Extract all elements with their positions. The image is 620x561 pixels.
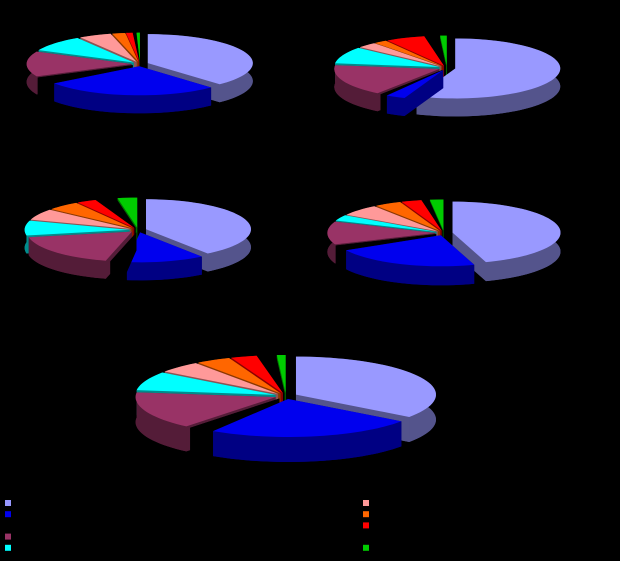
slice-top [422,199,443,231]
slice-top [426,35,446,66]
slice-side [335,245,342,268]
slice-top [136,372,276,395]
pie-slice [213,398,402,462]
legend-swatch [363,544,369,551]
slice-top [295,356,436,417]
slice-top [452,201,561,263]
slice-side [334,65,378,112]
legend-swatch [363,522,369,529]
slice-top [145,199,251,254]
slice-side [54,83,212,114]
slice-top [135,392,276,427]
slice-top [26,51,132,77]
slice-top [416,38,561,99]
legend-swatch [5,500,11,506]
slice-top [97,198,136,228]
slice-top [28,231,132,261]
slice-top [38,37,134,63]
slice-top [346,206,438,232]
slice-side [386,95,405,117]
pie-chart [327,199,561,286]
pie-slice [386,70,444,117]
slice-top [164,363,279,394]
slice-side [213,421,402,462]
legend-swatch [5,533,11,540]
pie-slice [416,38,561,117]
slice-top [136,32,140,62]
slice-side [37,77,48,101]
slice-top [213,398,402,437]
slice-top [276,354,286,393]
pie-slice [452,201,561,282]
pie-chart [24,197,251,281]
slice-side [380,94,387,114]
slice-top [386,70,444,99]
slice-top [110,232,137,263]
slice-top [126,32,140,62]
slice-top [387,36,444,66]
slice-top [80,33,137,62]
pie-slice [147,34,253,103]
slice-top [360,43,442,67]
slice-top [51,202,133,229]
slice-side [126,256,202,281]
pie-slice [110,232,137,281]
pie-chart [135,354,436,462]
pie-slice [346,235,475,286]
slice-top [401,200,442,231]
legend-swatch [5,522,11,529]
slice-side [28,237,106,279]
slice-top [334,65,440,94]
slice-top [376,202,440,231]
legend-swatch [363,533,369,540]
slice-top [380,69,443,96]
slice-side [346,250,475,286]
slice-top [77,199,135,228]
slice-top [335,47,440,68]
slice-top [126,232,202,263]
slice-wall [452,232,486,282]
slice-top [327,221,436,245]
slice-top [335,215,437,232]
slice-top [190,398,280,431]
slice-top [147,34,253,85]
pie-slice [126,232,202,281]
pie-slice [28,231,132,279]
slice-side [135,392,187,452]
slice-top [54,66,212,96]
slice-top [117,197,138,228]
slice-top [440,35,447,66]
slice-top [429,199,444,231]
legend-swatch [363,511,369,518]
pie-chart [26,32,253,114]
slice-top [198,358,281,394]
slice-top [346,235,475,267]
slice-top [133,32,140,62]
slice-top [37,65,133,83]
slice-top [24,220,130,236]
legend-swatch [5,511,11,518]
pie-slice [54,66,212,114]
slice-top [112,32,139,62]
slice-top [258,355,285,393]
slice-top [335,234,437,249]
slice-top [231,355,283,394]
legend-swatch [363,500,369,506]
slice-top [30,209,131,229]
slice-side [190,427,205,456]
slice-side [110,261,124,281]
slice-top [375,40,443,67]
pie-chart [334,35,561,117]
legend-swatch [5,544,11,551]
